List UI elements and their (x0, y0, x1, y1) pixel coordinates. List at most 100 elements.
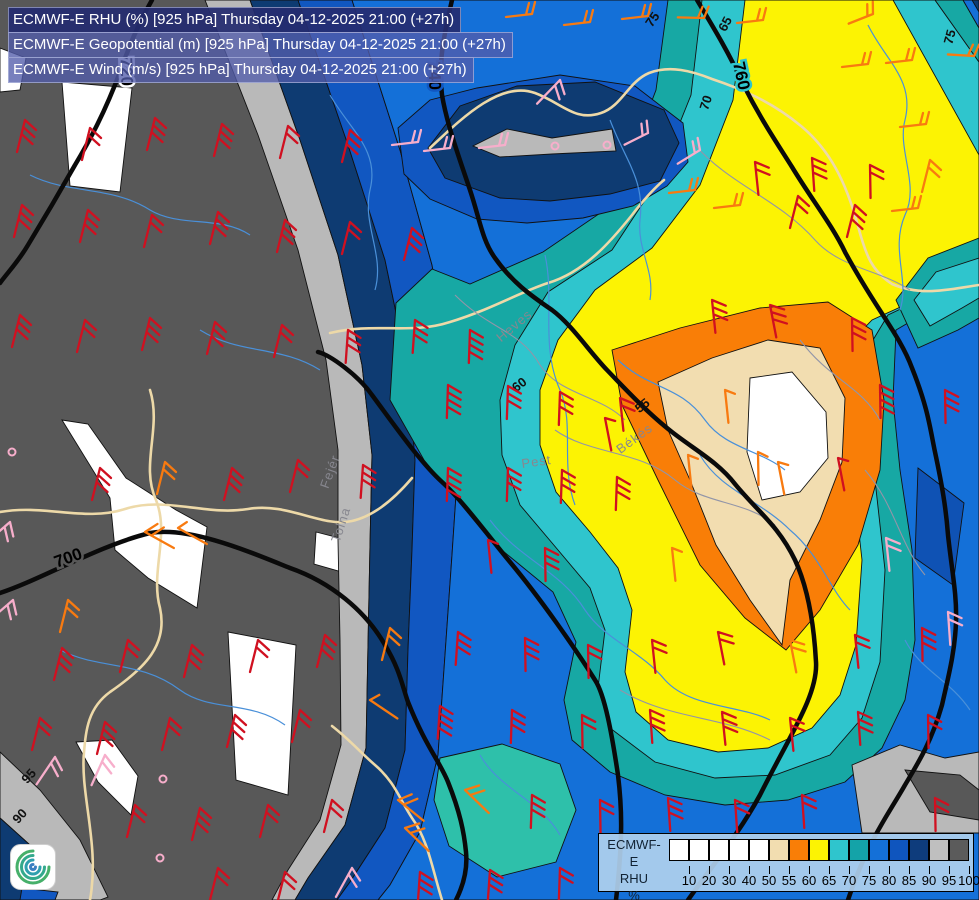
wind-barb-7 (840, 50, 873, 69)
wind-barb-84 (523, 636, 540, 673)
rh-contour-label-70-3: 70 (696, 93, 715, 111)
rhu-color-legend: ECMWF-E RHU % 10 20 30 40 50 55 60 65 70 75 80 85 90… (598, 833, 979, 900)
legend-tick-label-65: 65 (821, 873, 837, 888)
region-ne-navy-dot (971, 0, 979, 13)
river-3 (617, 359, 786, 471)
wind-barb-115 (800, 793, 818, 830)
legend-tick-label-85: 85 (901, 873, 917, 888)
wind-barb-31 (712, 191, 745, 210)
legend-tick-label-70: 70 (841, 873, 857, 888)
wind-barb-100 (648, 708, 666, 745)
wind-calm-circle-72 (7, 447, 17, 457)
wind-barb-70 (155, 460, 178, 496)
wind-barb-3 (676, 5, 710, 20)
county-label-pest: Pest (520, 452, 552, 471)
wind-barb-79 (486, 538, 500, 574)
region-e-cyan-strip (913, 257, 979, 327)
wind-barb-44 (272, 323, 295, 359)
wind-barb-27 (208, 210, 231, 246)
legend-swatch-10 (869, 839, 889, 861)
wind-barb-55 (557, 390, 574, 427)
wind-barb-124 (90, 753, 116, 787)
legend-label-field: RHU (619, 871, 649, 886)
title-wind: ECMWF-E Wind (m/s) [925 hPa] Thursday 04… (8, 57, 474, 83)
legend-swatch-12 (909, 839, 929, 861)
wind-barb-71 (90, 466, 113, 502)
rh-contour-label-65-2: 65 (715, 14, 735, 34)
map-title-block: ECMWF-E RHU (%) [925 hPa] Thursday 04-12… (8, 7, 513, 83)
wind-barb-132 (486, 868, 504, 900)
legend-label-unit: % (628, 888, 640, 900)
wind-barb-66 (836, 456, 850, 492)
wind-barb-54 (505, 384, 522, 421)
wind-barb-111 (529, 793, 546, 830)
wind-barb-8 (946, 43, 979, 58)
country-border-4 (330, 724, 444, 900)
wind-barb-107 (225, 713, 248, 749)
legend-swatch-1 (689, 839, 709, 861)
wind-barb-2 (620, 2, 653, 21)
wind-barb-25 (78, 208, 101, 244)
river-10 (479, 754, 561, 836)
wind-barb-128 (208, 866, 231, 900)
wind-barb-1 (562, 8, 595, 27)
wind-barb-76 (143, 522, 175, 550)
legend-tick-10 (689, 866, 690, 874)
wind-barb-67 (359, 463, 377, 500)
wind-barb-63 (756, 450, 769, 487)
wind-barb-16 (390, 128, 423, 147)
wind-barb-41 (75, 318, 98, 354)
wind-barb-88 (788, 638, 807, 674)
wind-barb-33 (845, 203, 868, 239)
wind-barb-114 (733, 798, 751, 835)
region-white-patch-1 (61, 81, 133, 193)
wind-barb-6 (884, 46, 917, 65)
legend-tick-95 (949, 866, 950, 874)
wind-calm-circle-19 (550, 141, 560, 151)
wind-barb-56 (618, 396, 636, 432)
wind-barb-39 (667, 176, 700, 195)
wind-barb-117 (463, 784, 490, 815)
wind-barb-10 (15, 118, 38, 154)
geopotential-720b (315, 349, 624, 900)
legend-swatch-4 (749, 839, 769, 861)
legend-tick-80 (889, 866, 890, 874)
rh-contour-label-75-4: 75 (642, 9, 663, 29)
wind-barb-57 (603, 416, 617, 452)
wind-barb-93 (248, 638, 271, 674)
region-white-core (746, 371, 829, 501)
legend-tick-label-10: 10 (681, 873, 697, 888)
legend-swatch-2 (709, 839, 729, 861)
wind-barb-22 (676, 136, 702, 165)
wind-barb-0 (504, 0, 537, 19)
wind-barb-91 (380, 626, 403, 662)
legend-tick-40 (749, 866, 750, 874)
legend-tick-label-80: 80 (881, 873, 897, 888)
region-ne-cyan-wedge (892, 0, 979, 156)
wind-barb-89 (853, 633, 871, 669)
county-line-5 (864, 469, 926, 576)
wind-barb-26 (142, 213, 165, 249)
wind-barb-15 (340, 128, 363, 164)
wind-barb-101 (720, 710, 739, 746)
legend-tick-20 (709, 866, 710, 874)
legend-tick-60 (809, 866, 810, 874)
wind-barb-129 (276, 870, 298, 900)
wind-barb-4 (735, 6, 768, 25)
wind-barb-68 (288, 458, 311, 494)
county-line-2 (694, 144, 911, 291)
county-line-4 (619, 689, 771, 741)
country-border-3 (0, 476, 414, 524)
wind-barb-81 (884, 536, 902, 572)
river-4 (699, 454, 851, 611)
legend-swatch-6 (789, 839, 809, 861)
wind-barb-51 (878, 383, 895, 420)
wind-barb-13 (212, 122, 235, 158)
wind-calm-circle-126 (158, 774, 168, 784)
wind-barb-118 (396, 793, 425, 822)
wind-barb-75 (58, 598, 81, 634)
legend-tick-label-90: 90 (921, 873, 937, 888)
wind-barb-103 (856, 710, 874, 747)
